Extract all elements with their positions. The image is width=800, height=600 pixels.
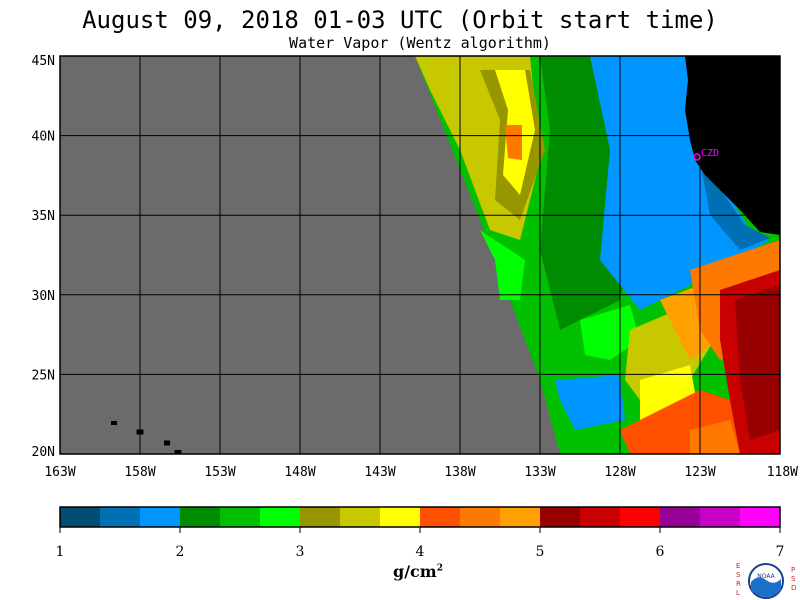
colorbar-swatch	[300, 507, 341, 527]
colorbar-swatch	[740, 507, 781, 527]
colorbar-swatch	[380, 507, 421, 527]
logo-letter: S	[791, 575, 796, 583]
lat-label: 30N	[32, 289, 55, 304]
colorbar-swatch	[660, 507, 701, 527]
logo-letter: P	[791, 566, 795, 574]
colorbar-swatch	[140, 507, 181, 527]
colorbar-tick-label: 6	[656, 544, 665, 560]
colorbar-swatch	[180, 507, 221, 527]
swath-region	[735, 285, 780, 440]
colorbar-swatch	[260, 507, 301, 527]
colorbar-swatch	[340, 507, 381, 527]
colorbar-swatch	[460, 507, 501, 527]
swath-region	[690, 420, 740, 454]
swath-region	[480, 230, 525, 300]
lat-label: 45N	[32, 54, 55, 69]
swath-region	[580, 305, 640, 360]
swath-region	[555, 375, 625, 430]
island	[174, 450, 182, 454]
lon-label: 163W	[44, 465, 75, 480]
logo-letter: L	[736, 589, 740, 597]
swath-region	[700, 160, 770, 250]
logo-letter: E	[736, 562, 740, 570]
coastline-land	[685, 56, 780, 235]
logo-letter: R	[736, 580, 741, 588]
noaa-emblem-text: NOAA	[757, 573, 775, 580]
lon-label: 123W	[684, 465, 715, 480]
colorbar-tick-label: 4	[416, 544, 425, 560]
island	[111, 421, 117, 425]
latitude-labels: 45N 40N 35N 30N 25N 20N	[32, 54, 55, 460]
colorbar-unit: g/cm2	[393, 562, 443, 581]
lon-label: 153W	[204, 465, 235, 480]
lon-label: 143W	[364, 465, 395, 480]
lon-label: 128W	[604, 465, 635, 480]
land-mask	[685, 56, 780, 235]
lat-label: 20N	[32, 445, 55, 460]
colorbar-swatch	[700, 507, 741, 527]
station-marker: CZD	[693, 148, 719, 161]
lat-label: 35N	[32, 209, 55, 224]
colorbar	[59, 506, 781, 528]
colorbar-swatch	[540, 507, 581, 527]
colorbar-tick-label: 3	[296, 544, 305, 560]
colorbar-swatch	[500, 507, 541, 527]
colorbar-swatch	[580, 507, 621, 527]
swath-region	[505, 125, 522, 160]
unit-exponent: 2	[436, 563, 443, 574]
water-vapor-swath	[415, 56, 780, 454]
map-frame	[59, 55, 781, 455]
lat-label: 40N	[32, 130, 55, 145]
island	[164, 440, 170, 446]
colorbar-swatch	[420, 507, 461, 527]
colorbar-swatch	[220, 507, 261, 527]
colorbar-swatch	[620, 507, 661, 527]
colorbar-tick-label: 1	[56, 544, 65, 560]
lon-label: 138W	[444, 465, 475, 480]
lon-label: 133W	[524, 465, 555, 480]
swath-region	[590, 56, 770, 310]
colorbar-tick-label: 5	[536, 544, 545, 560]
longitude-labels: 163W 158W 153W 148W 143W 138W 133W 128W 123W 118W	[44, 465, 798, 480]
logo-letter: S	[736, 571, 741, 579]
colorbar-tick-label: 7	[776, 544, 785, 560]
colorbar-tick-label: 2	[176, 544, 185, 560]
noaa-wave-icon	[751, 577, 781, 597]
station-circle-icon	[693, 153, 701, 161]
page-title: August 09, 2018 01-03 UTC (Orbit start t…	[82, 6, 718, 34]
colorbar-swatch	[60, 507, 101, 527]
logo-letter: D	[791, 584, 796, 592]
station-label: CZD	[701, 148, 719, 159]
lat-lon-grid	[60, 56, 780, 454]
page-subtitle: Water Vapor (Wentz algorithm)	[289, 34, 551, 52]
lon-label: 148W	[284, 465, 315, 480]
lon-label: 158W	[124, 465, 155, 480]
colorbar-swatch	[100, 507, 141, 527]
unit-text: g/cm	[393, 562, 437, 581]
colorbar-tick-labels: 1 2 3 4 5 6 7	[56, 527, 785, 560]
lon-label: 118W	[767, 465, 798, 480]
lat-label: 25N	[32, 368, 55, 383]
